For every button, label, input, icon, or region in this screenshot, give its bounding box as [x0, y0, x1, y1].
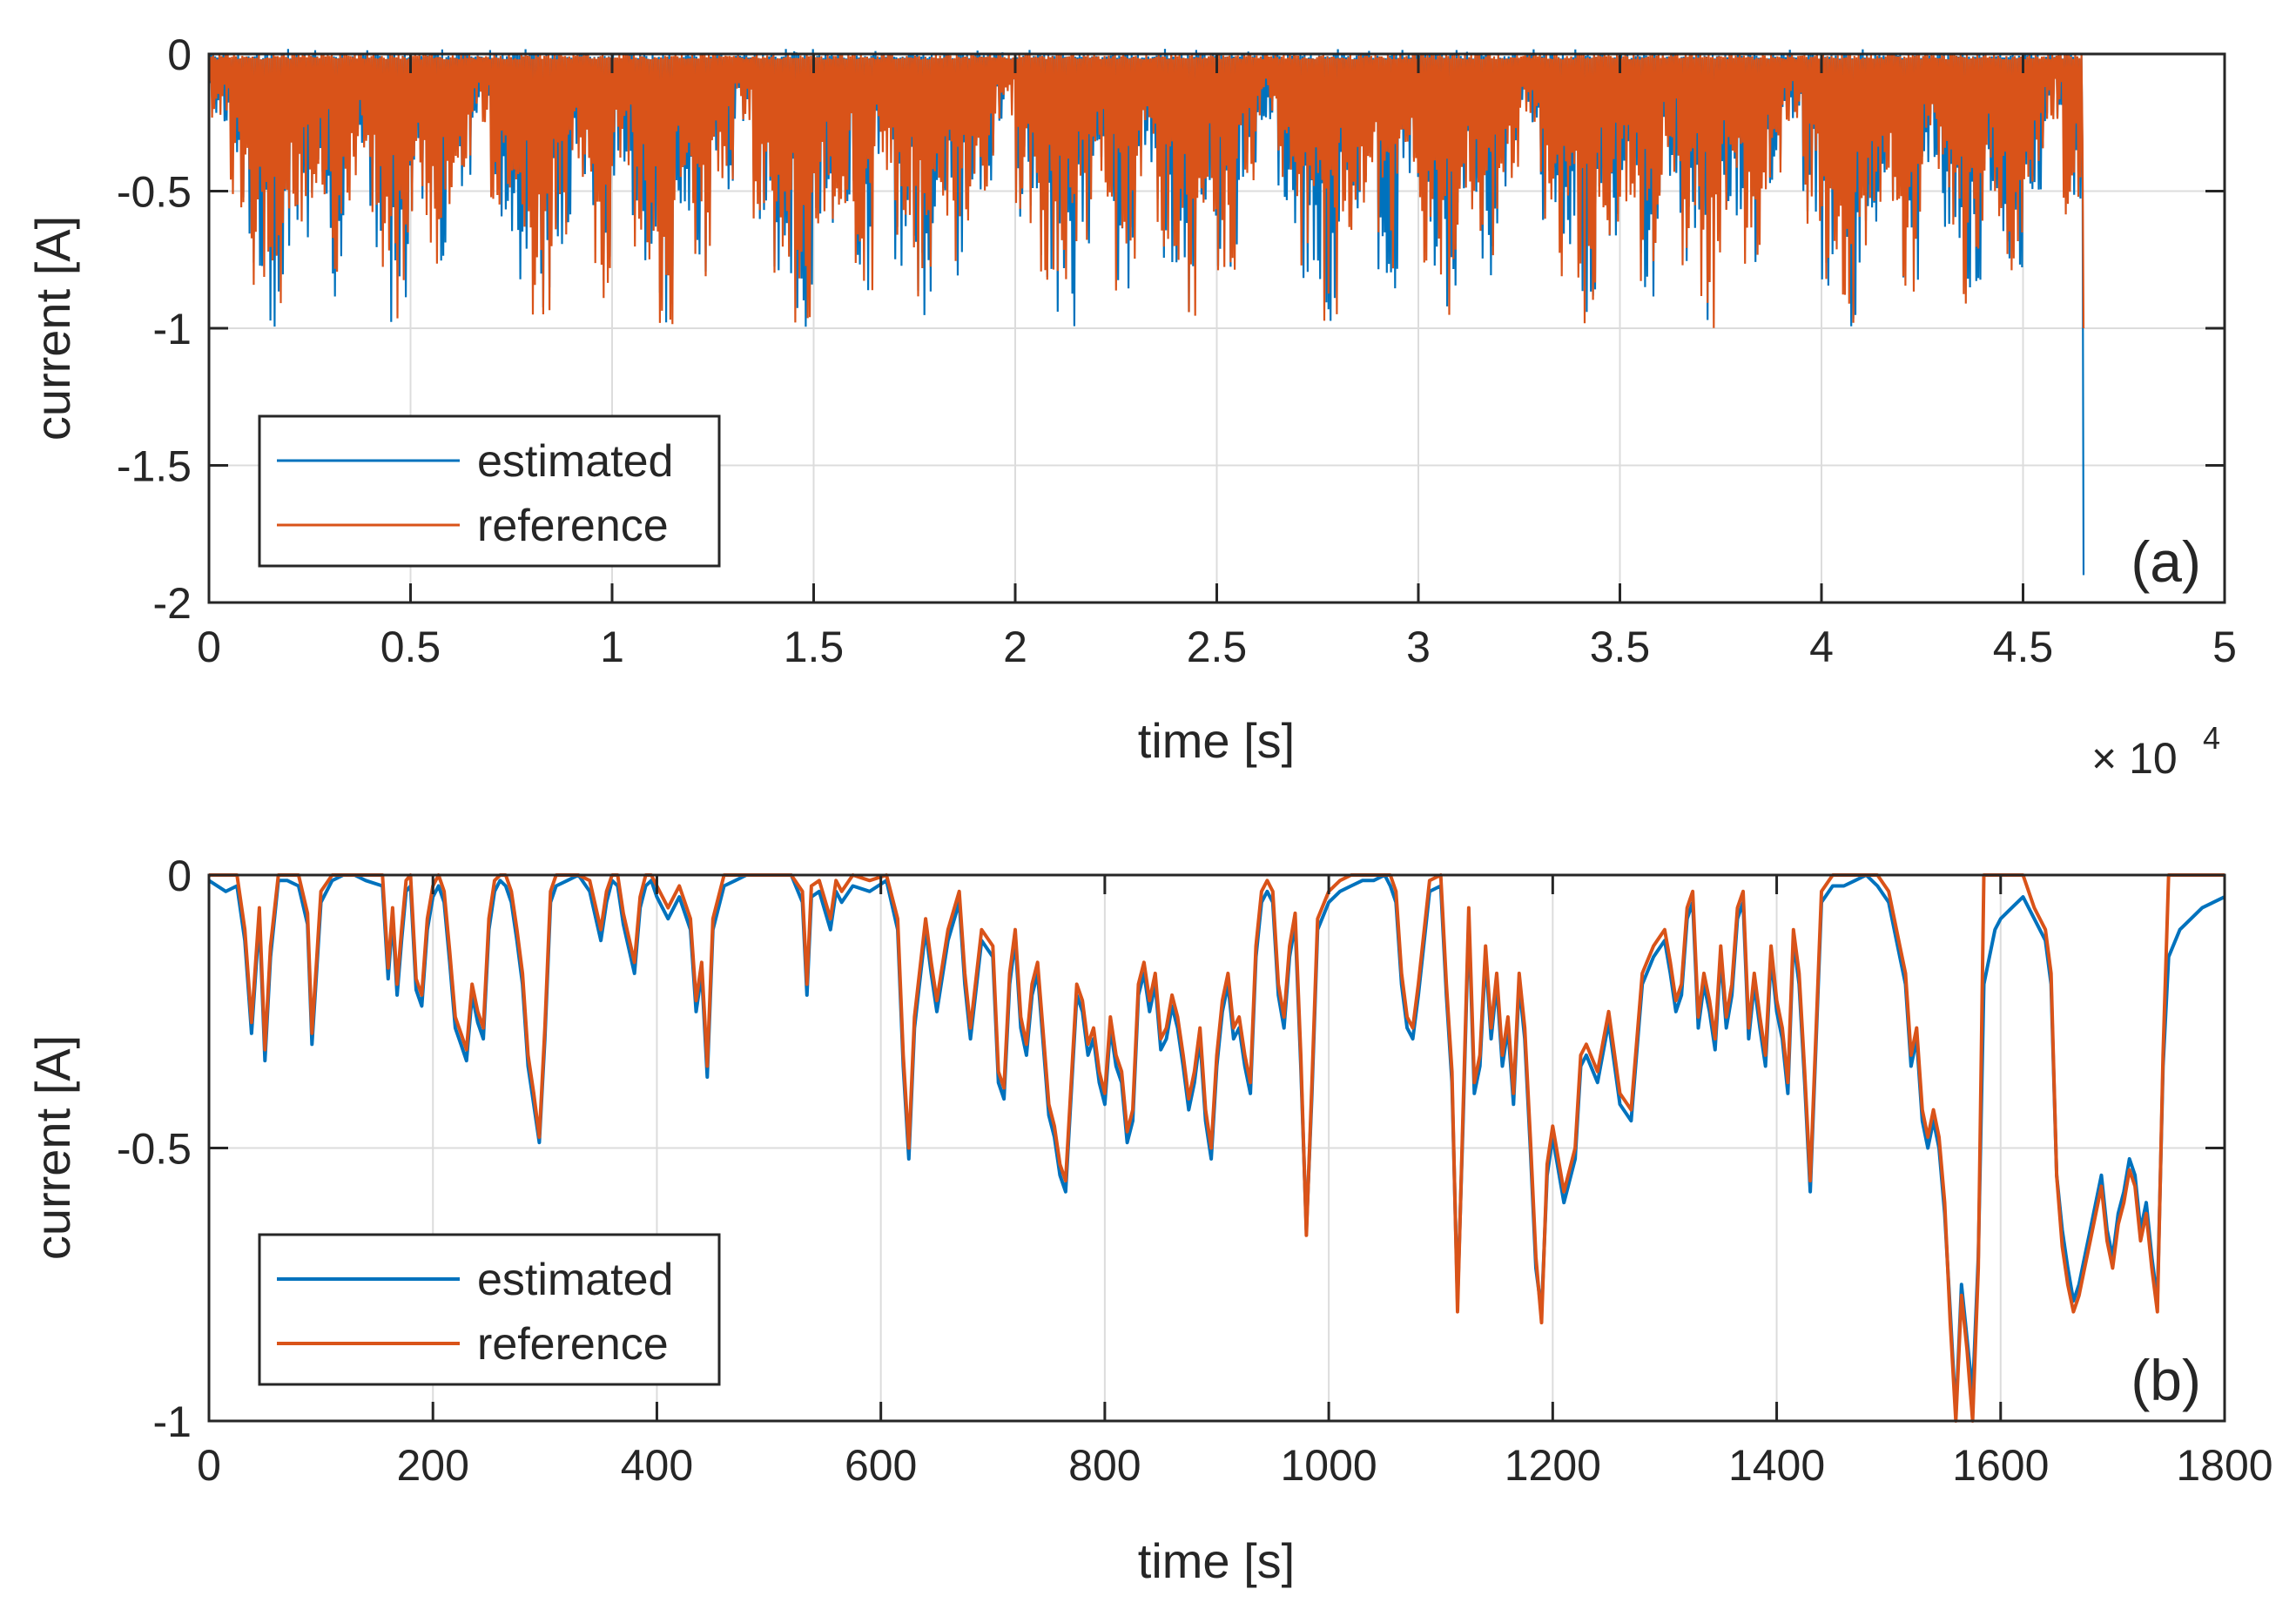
legend-b: estimated reference [258, 1233, 721, 1386]
y-tick-label-b: -0.5 [117, 1125, 192, 1174]
legend-label-reference-b: reference [477, 1319, 669, 1370]
x-tick-label-b: 1000 [1280, 1441, 1377, 1490]
x-tick-label-a: 2.5 [1187, 623, 1248, 671]
x-tick-label-b: 1200 [1505, 1441, 1601, 1490]
y-tick-label-a: 0 [167, 30, 192, 79]
x-tick-label-b: 400 [621, 1441, 693, 1490]
legend-a: estimated reference [258, 414, 721, 568]
x-tick-label-a: 1.5 [784, 623, 845, 671]
x-exponent-label: × 10 [2091, 734, 2178, 783]
y-axis-label-a: current [A] [25, 216, 80, 441]
y-tick-label-b: -1 [153, 1397, 192, 1446]
legend-label-estimated-a: estimated [477, 436, 673, 487]
y-axis-label-b: current [A] [25, 1035, 80, 1260]
legend-box-b [258, 1233, 721, 1386]
x-tick-label-b: 1800 [2176, 1441, 2272, 1490]
x-axis-label-b: time [s] [1138, 1533, 1295, 1588]
y-tick-label-a: -2 [153, 579, 192, 628]
y-tick-label-a: -1 [153, 305, 192, 354]
x-tick-label-a: 0.5 [380, 623, 441, 671]
y-tick-label-a: -0.5 [117, 168, 192, 217]
x-tick-label-a: 4 [1809, 623, 1834, 671]
x-tick-label-a: 4.5 [1993, 623, 2054, 671]
panel-label-b: (b) [2131, 1348, 2201, 1412]
legend-label-estimated-b: estimated [477, 1255, 673, 1305]
x-exponent-power: 4 [2203, 720, 2220, 756]
x-tick-label-a: 5 [2212, 623, 2237, 671]
x-tick-label-a: 0 [197, 623, 221, 671]
x-tick-label-b: 200 [397, 1441, 469, 1490]
x-tick-label-a: 1 [600, 623, 624, 671]
panel-b: 0 200 400 600 800 1000 1200 1400 1600 1800 0 -0.5 -1… [25, 852, 2273, 1588]
series-lines-b [207, 873, 2225, 1423]
ticks-a: 0 0.5 1 1.5 2 2.5 3 3.5 4 4.5 5 0 -0.5 -1 -1.5 -2 [117, 30, 2237, 671]
series-line-reference-b [209, 873, 2225, 1423]
x-tick-label-a: 2 [1003, 623, 1027, 671]
x-tick-label-a: 3.5 [1590, 623, 1651, 671]
ticks-b: 0 200 400 600 800 1000 1200 1400 1600 1800 0 -0.5 -1 [117, 852, 2273, 1490]
panel-a: 0 0.5 1 1.5 2 2.5 3 3.5 4 4.5 5 0 -0.5 -1 -1.5 -2 time … [25, 30, 2237, 783]
panel-label-a: (a) [2131, 529, 2201, 594]
x-tick-label-b: 0 [197, 1441, 221, 1490]
x-axis-label-a: time [s] [1138, 713, 1295, 768]
x-tick-label-b: 600 [845, 1441, 917, 1490]
x-tick-label-b: 1400 [1728, 1441, 1825, 1490]
legend-label-reference-a: reference [477, 501, 669, 551]
y-tick-label-a: -1.5 [117, 442, 192, 491]
legend-box-a [258, 414, 721, 568]
x-tick-label-a: 3 [1406, 623, 1431, 671]
x-tick-label-b: 800 [1068, 1441, 1141, 1490]
x-tick-label-b: 1600 [1952, 1441, 2049, 1490]
y-tick-label-b: 0 [167, 852, 192, 900]
